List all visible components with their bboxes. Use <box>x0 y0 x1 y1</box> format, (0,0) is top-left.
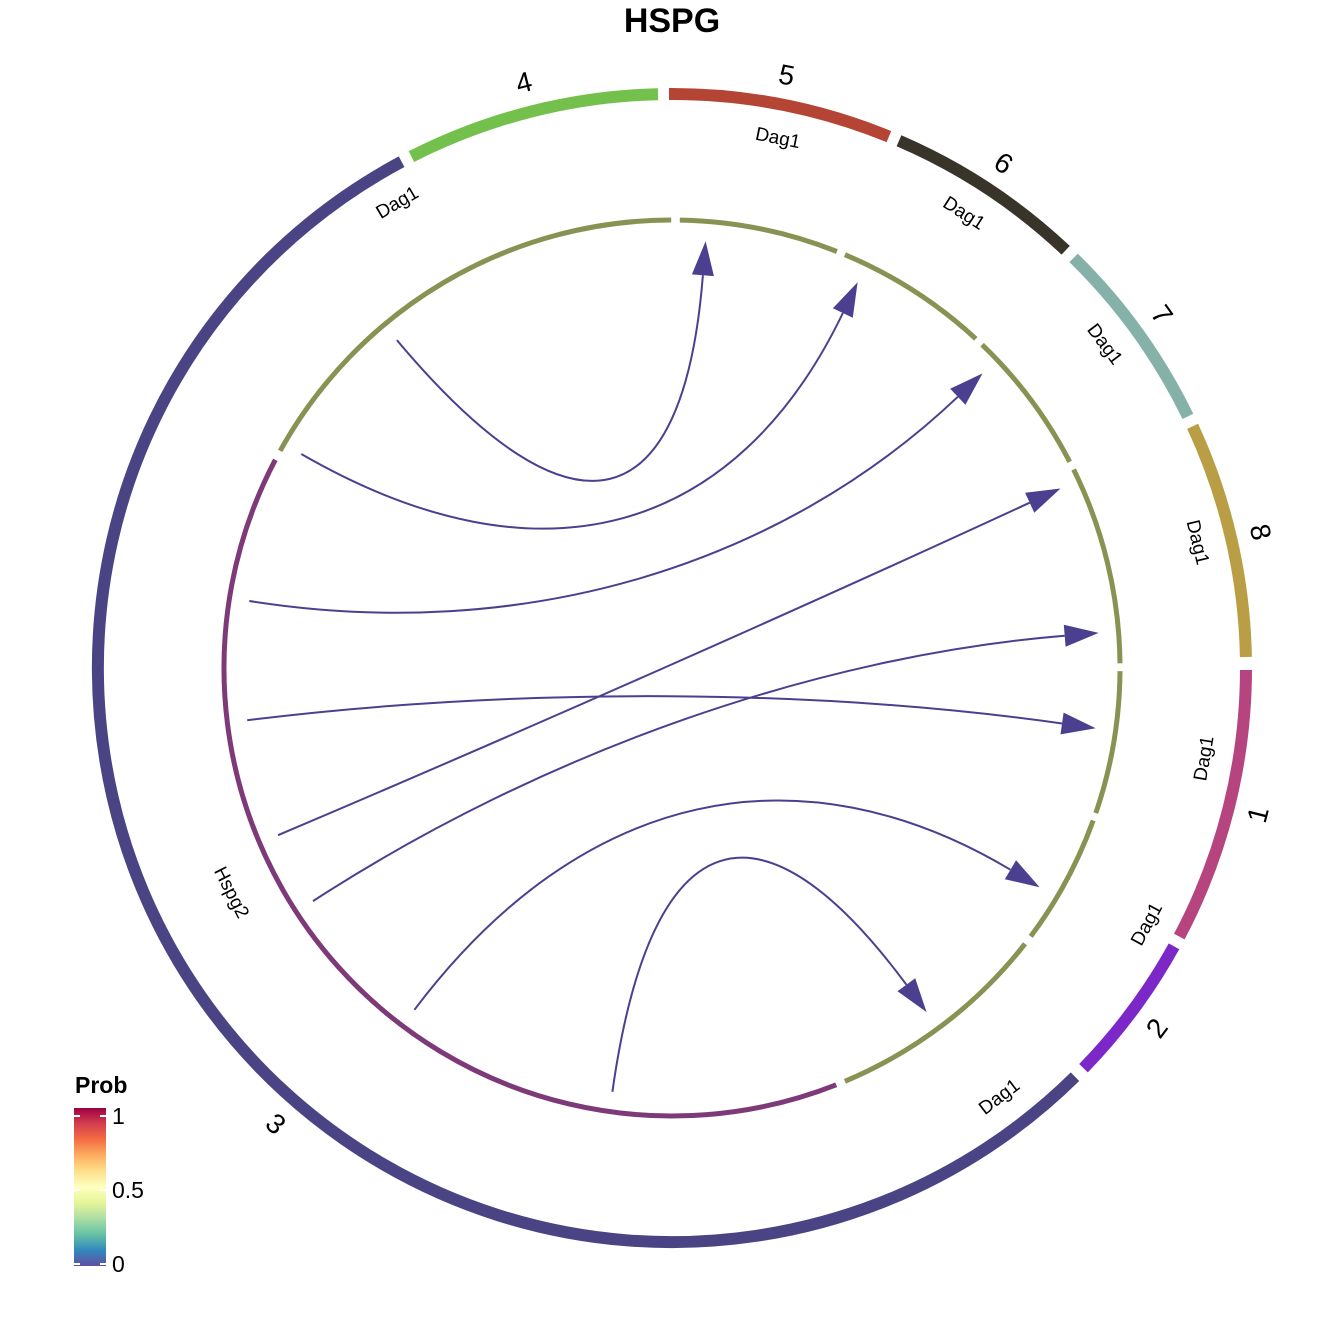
sector-arc-3 <box>91 156 1080 1249</box>
sector-arc-8 <box>1187 423 1252 658</box>
gene-label-dag1-7: Dag1 <box>1082 320 1126 369</box>
sector-label-2: 2 <box>1140 1013 1174 1044</box>
gene-label-hspg2-3: Hspg2 <box>209 863 253 921</box>
gene-arc-dag1-1 <box>1093 671 1123 814</box>
link-3-to-2 <box>413 799 1011 1011</box>
sector-arc-1 <box>1173 669 1252 940</box>
link-3-to-4 <box>396 275 704 482</box>
sector-arc-5 <box>668 87 892 143</box>
legend-title: Prob <box>75 1072 127 1098</box>
sector-label-3: 3 <box>260 1107 292 1141</box>
link-arrowhead-6 <box>950 373 983 405</box>
gene-arc-dag1-4 <box>278 217 672 453</box>
link-3-to-5 <box>300 312 844 530</box>
sector-label-6: 6 <box>989 146 1019 180</box>
sector-label-8: 8 <box>1244 521 1278 543</box>
sector-arc-4 <box>408 88 659 162</box>
gene-arc-dag1-6 <box>843 252 978 341</box>
gene-label-dag1-3: Dag1 <box>975 1075 1024 1119</box>
gene-arc-dag1-5 <box>679 217 838 254</box>
sector-labels: 1 2 3 4 5 6 7 8 <box>260 58 1278 1140</box>
legend-ticks: 10.50 <box>74 1103 144 1277</box>
gene-label-dag1-5: Dag1 <box>753 124 802 153</box>
gene-arc-hspg2-3 <box>221 458 838 1119</box>
sector-ring <box>91 87 1252 1249</box>
link-3-to-3 <box>611 856 908 1092</box>
sector-label-1: 1 <box>1241 803 1275 826</box>
gene-arc-dag1-7 <box>980 342 1072 463</box>
gene-arc-dag1-2 <box>1028 819 1096 938</box>
sector-label-7: 7 <box>1145 299 1179 330</box>
link-arrowhead-5 <box>832 282 858 318</box>
gene-label-dag1-4: Dag1 <box>373 182 423 223</box>
gene-labels: Dag1 Dag1 Dag1 Hspg2 Dag1 Dag1 Dag1 Dag1 Dag1 <box>209 124 1218 1120</box>
chart-title: HSPG <box>624 2 720 40</box>
sector-arc-7 <box>1069 253 1194 420</box>
link-3-to-8 <box>312 634 1065 902</box>
legend: Prob 10.50 <box>74 1072 144 1277</box>
legend-tick-label: 0 <box>112 1251 125 1277</box>
sector-arc-2 <box>1079 943 1180 1073</box>
gene-label-dag1-1: Dag1 <box>1190 734 1218 782</box>
gene-label-dag1-2: Dag1 <box>1127 899 1167 949</box>
sector-label-4: 4 <box>512 66 535 100</box>
gene-ring <box>221 217 1123 1119</box>
gene-arc-dag1-8 <box>1071 468 1123 664</box>
link-arrowhead-7 <box>1025 488 1061 513</box>
link-arrowhead-1 <box>1060 712 1096 735</box>
link-arrowhead-8 <box>1063 624 1099 647</box>
gene-label-dag1-6: Dag1 <box>939 192 989 234</box>
link-3-to-7 <box>277 501 1031 837</box>
link-arrowhead-3 <box>897 978 927 1013</box>
sector-arc-6 <box>896 135 1070 255</box>
sector-label-5: 5 <box>776 58 797 91</box>
legend-tick-label: 1 <box>112 1103 125 1129</box>
legend-colorbar <box>74 1108 106 1266</box>
legend-tick-label: 0.5 <box>112 1177 144 1203</box>
link-arrowhead-4 <box>691 241 714 277</box>
gene-label-dag1-8: Dag1 <box>1182 518 1213 567</box>
gene-arc-dag1-3 <box>843 942 1027 1084</box>
link-arrowhead-2 <box>1004 860 1040 888</box>
link-3-to-1 <box>247 695 1063 725</box>
links <box>247 241 1099 1092</box>
link-3-to-6 <box>249 396 959 614</box>
